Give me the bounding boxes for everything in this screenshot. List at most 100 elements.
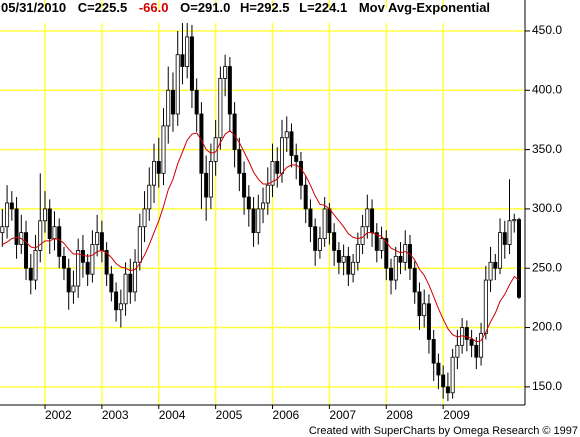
candle-body	[355, 244, 360, 263]
candle-body	[147, 184, 152, 210]
candle-body	[99, 232, 104, 251]
candle-body	[28, 267, 33, 281]
candle-body	[370, 208, 375, 234]
candle-body	[322, 208, 327, 239]
candle-body	[175, 54, 180, 115]
candle-body	[417, 291, 422, 317]
candle-body	[38, 220, 43, 251]
candle-body	[455, 344, 460, 358]
candle-body	[232, 113, 237, 150]
ema-line	[2, 129, 520, 343]
candle-body	[71, 285, 76, 293]
candle-body	[61, 255, 66, 269]
candle-body	[341, 255, 346, 263]
candle-body	[180, 54, 185, 67]
candle-body	[237, 149, 242, 174]
candle-body	[265, 184, 270, 204]
candle-body	[161, 125, 166, 174]
candle-body	[109, 273, 114, 293]
x-tick-label: 2002	[45, 408, 72, 422]
candle-body	[441, 374, 446, 388]
candle-body	[422, 303, 427, 317]
candle-body	[469, 338, 474, 346]
candle-body	[379, 238, 384, 251]
candle-body	[204, 172, 209, 198]
y-tick-label: 150.0	[532, 379, 562, 393]
candle-body	[242, 172, 247, 198]
grid	[0, 0, 525, 405]
candle-body	[317, 238, 322, 251]
candle-body	[275, 161, 280, 174]
candle-body	[223, 66, 228, 79]
candle-body	[9, 202, 14, 210]
candle-body	[289, 131, 294, 156]
marks	[0, 13, 522, 402]
candle-body	[227, 66, 232, 115]
candle-body	[393, 255, 398, 281]
candle-body	[251, 208, 256, 234]
candle-body	[384, 238, 389, 269]
candle-body	[450, 356, 455, 394]
candle-body	[85, 261, 90, 275]
candle-body	[156, 161, 161, 174]
candle-body	[303, 184, 308, 210]
candle-body	[436, 362, 441, 376]
candle-body	[123, 273, 128, 305]
candle-body	[389, 267, 394, 281]
candle-body	[346, 255, 351, 275]
candle-body	[426, 303, 431, 340]
candle-body	[194, 89, 199, 115]
x-tick-label: 2007	[329, 408, 356, 422]
candle-body	[118, 303, 123, 311]
candle-body	[133, 261, 138, 293]
candle-body	[0, 226, 5, 234]
candle-body	[189, 36, 194, 91]
candle-body	[104, 250, 109, 275]
candle-body	[218, 78, 223, 139]
candle-body	[445, 386, 450, 394]
candle-body	[431, 338, 436, 364]
candle-body	[493, 261, 498, 269]
candle-body	[47, 208, 52, 239]
candle-body	[57, 226, 62, 257]
candle-body	[407, 244, 412, 269]
candle-body	[76, 250, 81, 287]
header-high: H=292.5	[240, 0, 290, 15]
y-tick-label: 200.0	[532, 320, 562, 334]
candle-body	[5, 202, 10, 228]
header-date: 05/31/2010	[1, 0, 66, 15]
candle-body	[351, 261, 356, 275]
y-tick-label: 400.0	[532, 82, 562, 96]
candle-body	[256, 208, 261, 234]
candle-body	[166, 89, 171, 127]
x-tick-label: 2004	[159, 408, 186, 422]
header-study: Mov Avg-Exponential	[359, 0, 490, 15]
y-tick-label: 300.0	[532, 201, 562, 215]
candle-body	[308, 208, 313, 228]
candle-body	[24, 232, 29, 269]
candle-body	[294, 155, 299, 162]
y-tick-label: 250.0	[532, 260, 562, 274]
x-tick-label: 2006	[273, 408, 300, 422]
candle-body	[374, 232, 379, 251]
header: 05/31/2010 C=225.5 -66.0 O=291.0 H=292.5…	[1, 0, 490, 15]
candle-body	[114, 291, 119, 311]
x-tick-label: 2008	[386, 408, 413, 422]
candle-body	[66, 267, 71, 293]
candle-body	[474, 344, 479, 358]
candle-body	[208, 161, 213, 198]
candle-body	[313, 226, 318, 251]
candle-body	[279, 137, 284, 174]
candle-body	[336, 250, 341, 263]
candle-body	[43, 208, 48, 222]
candle-body	[199, 113, 204, 174]
candle-body	[298, 161, 303, 186]
candle-body	[90, 244, 95, 275]
candle-body	[128, 273, 133, 293]
candle-body	[403, 244, 408, 263]
candle-body	[14, 208, 19, 245]
candle-body	[52, 226, 57, 239]
